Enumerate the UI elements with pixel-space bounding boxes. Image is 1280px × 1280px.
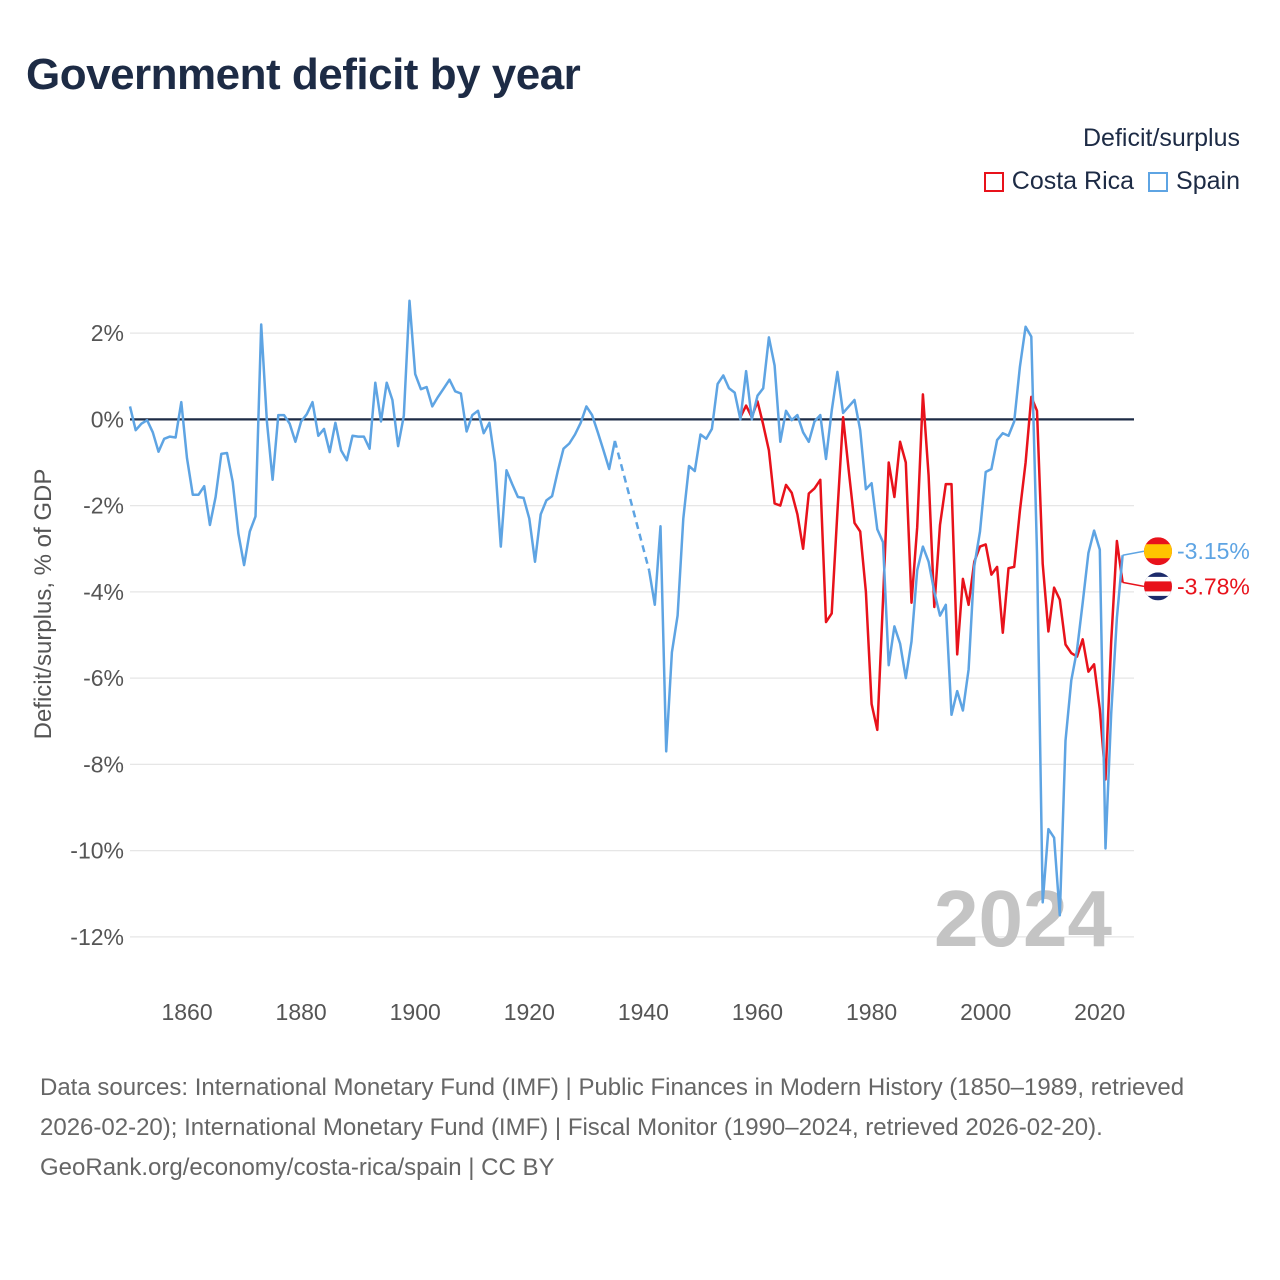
series-costa-rica (739, 393, 1124, 781)
series-line-spain (128, 299, 617, 567)
series-line-spain (647, 325, 1124, 917)
legend: Deficit/surplus Costa Rica Spain (983, 124, 1240, 196)
legend-label-spain: Spain (1176, 167, 1240, 195)
credit-link[interactable]: GeoRank.org/economy/costa-rica/spain | C… (40, 1154, 555, 1181)
end-connector (1122, 581, 1145, 588)
end-label-spain: -3.15% (1177, 538, 1250, 564)
y-axis-title: Deficit/surplus, % of GDP (30, 469, 57, 740)
x-tick-label: 1880 (276, 999, 327, 1025)
y-tick-label: 2% (91, 320, 124, 346)
series-line-costa-rica (739, 393, 1124, 781)
x-tick-label: 1920 (504, 999, 555, 1025)
y-tick-label: -2% (83, 493, 124, 519)
legend-swatch-spain (1148, 171, 1169, 192)
legend-label-costa-rica: Costa Rica (1011, 167, 1135, 195)
y-tick-label: -8% (83, 751, 124, 777)
legend-item-spain[interactable]: Spain (1148, 167, 1240, 196)
chart-title: Government deficit by year (26, 50, 581, 99)
end-markers: -3.15% -3.78% (1122, 537, 1250, 601)
x-tick-label: 2020 (1074, 999, 1125, 1025)
y-tick-label: -10% (70, 838, 124, 864)
y-tick-label: -12% (70, 924, 124, 950)
footer: Data sources: International Monetary Fun… (40, 1068, 1240, 1188)
flag-costa-rica-icon (1144, 572, 1172, 601)
gridlines (130, 332, 1134, 938)
end-connector (1122, 550, 1145, 556)
x-tick-label: 1900 (390, 999, 441, 1025)
x-tick-label: 2000 (960, 999, 1011, 1025)
y-tick-label: -6% (83, 665, 124, 691)
y-tick-label: -4% (83, 579, 124, 605)
series-spain (128, 299, 1124, 917)
x-tick-label: 1960 (732, 999, 783, 1025)
x-tick-label: 1940 (618, 999, 669, 1025)
y-tick-labels: 2% 0% -2% -4% -6% -8% -10% -12% (70, 320, 124, 950)
series-gap-spain (613, 440, 651, 571)
chart-area: 2% 0% -2% -4% -6% -8% -10% -12% 1860 1880 1900 192… (30, 299, 1250, 1025)
data-sources: Data sources: International Monetary Fun… (40, 1074, 1185, 1141)
x-tick-label: 1860 (161, 999, 212, 1025)
series-lines (128, 299, 1124, 917)
y-tick-label: 0% (91, 406, 124, 432)
current-year-label: 2024 (934, 874, 1112, 963)
legend-swatch-costa-rica (983, 171, 1004, 192)
flag-spain-icon (1144, 537, 1172, 566)
legend-item-costa-rica[interactable]: Costa Rica (983, 167, 1135, 196)
end-label-costa-rica: -3.78% (1177, 573, 1250, 599)
x-tick-label: 1980 (846, 999, 897, 1025)
legend-title: Deficit/surplus (1083, 124, 1240, 152)
x-tick-labels: 1860 1880 1900 1920 1940 1960 1980 2000 2020 (161, 999, 1125, 1025)
